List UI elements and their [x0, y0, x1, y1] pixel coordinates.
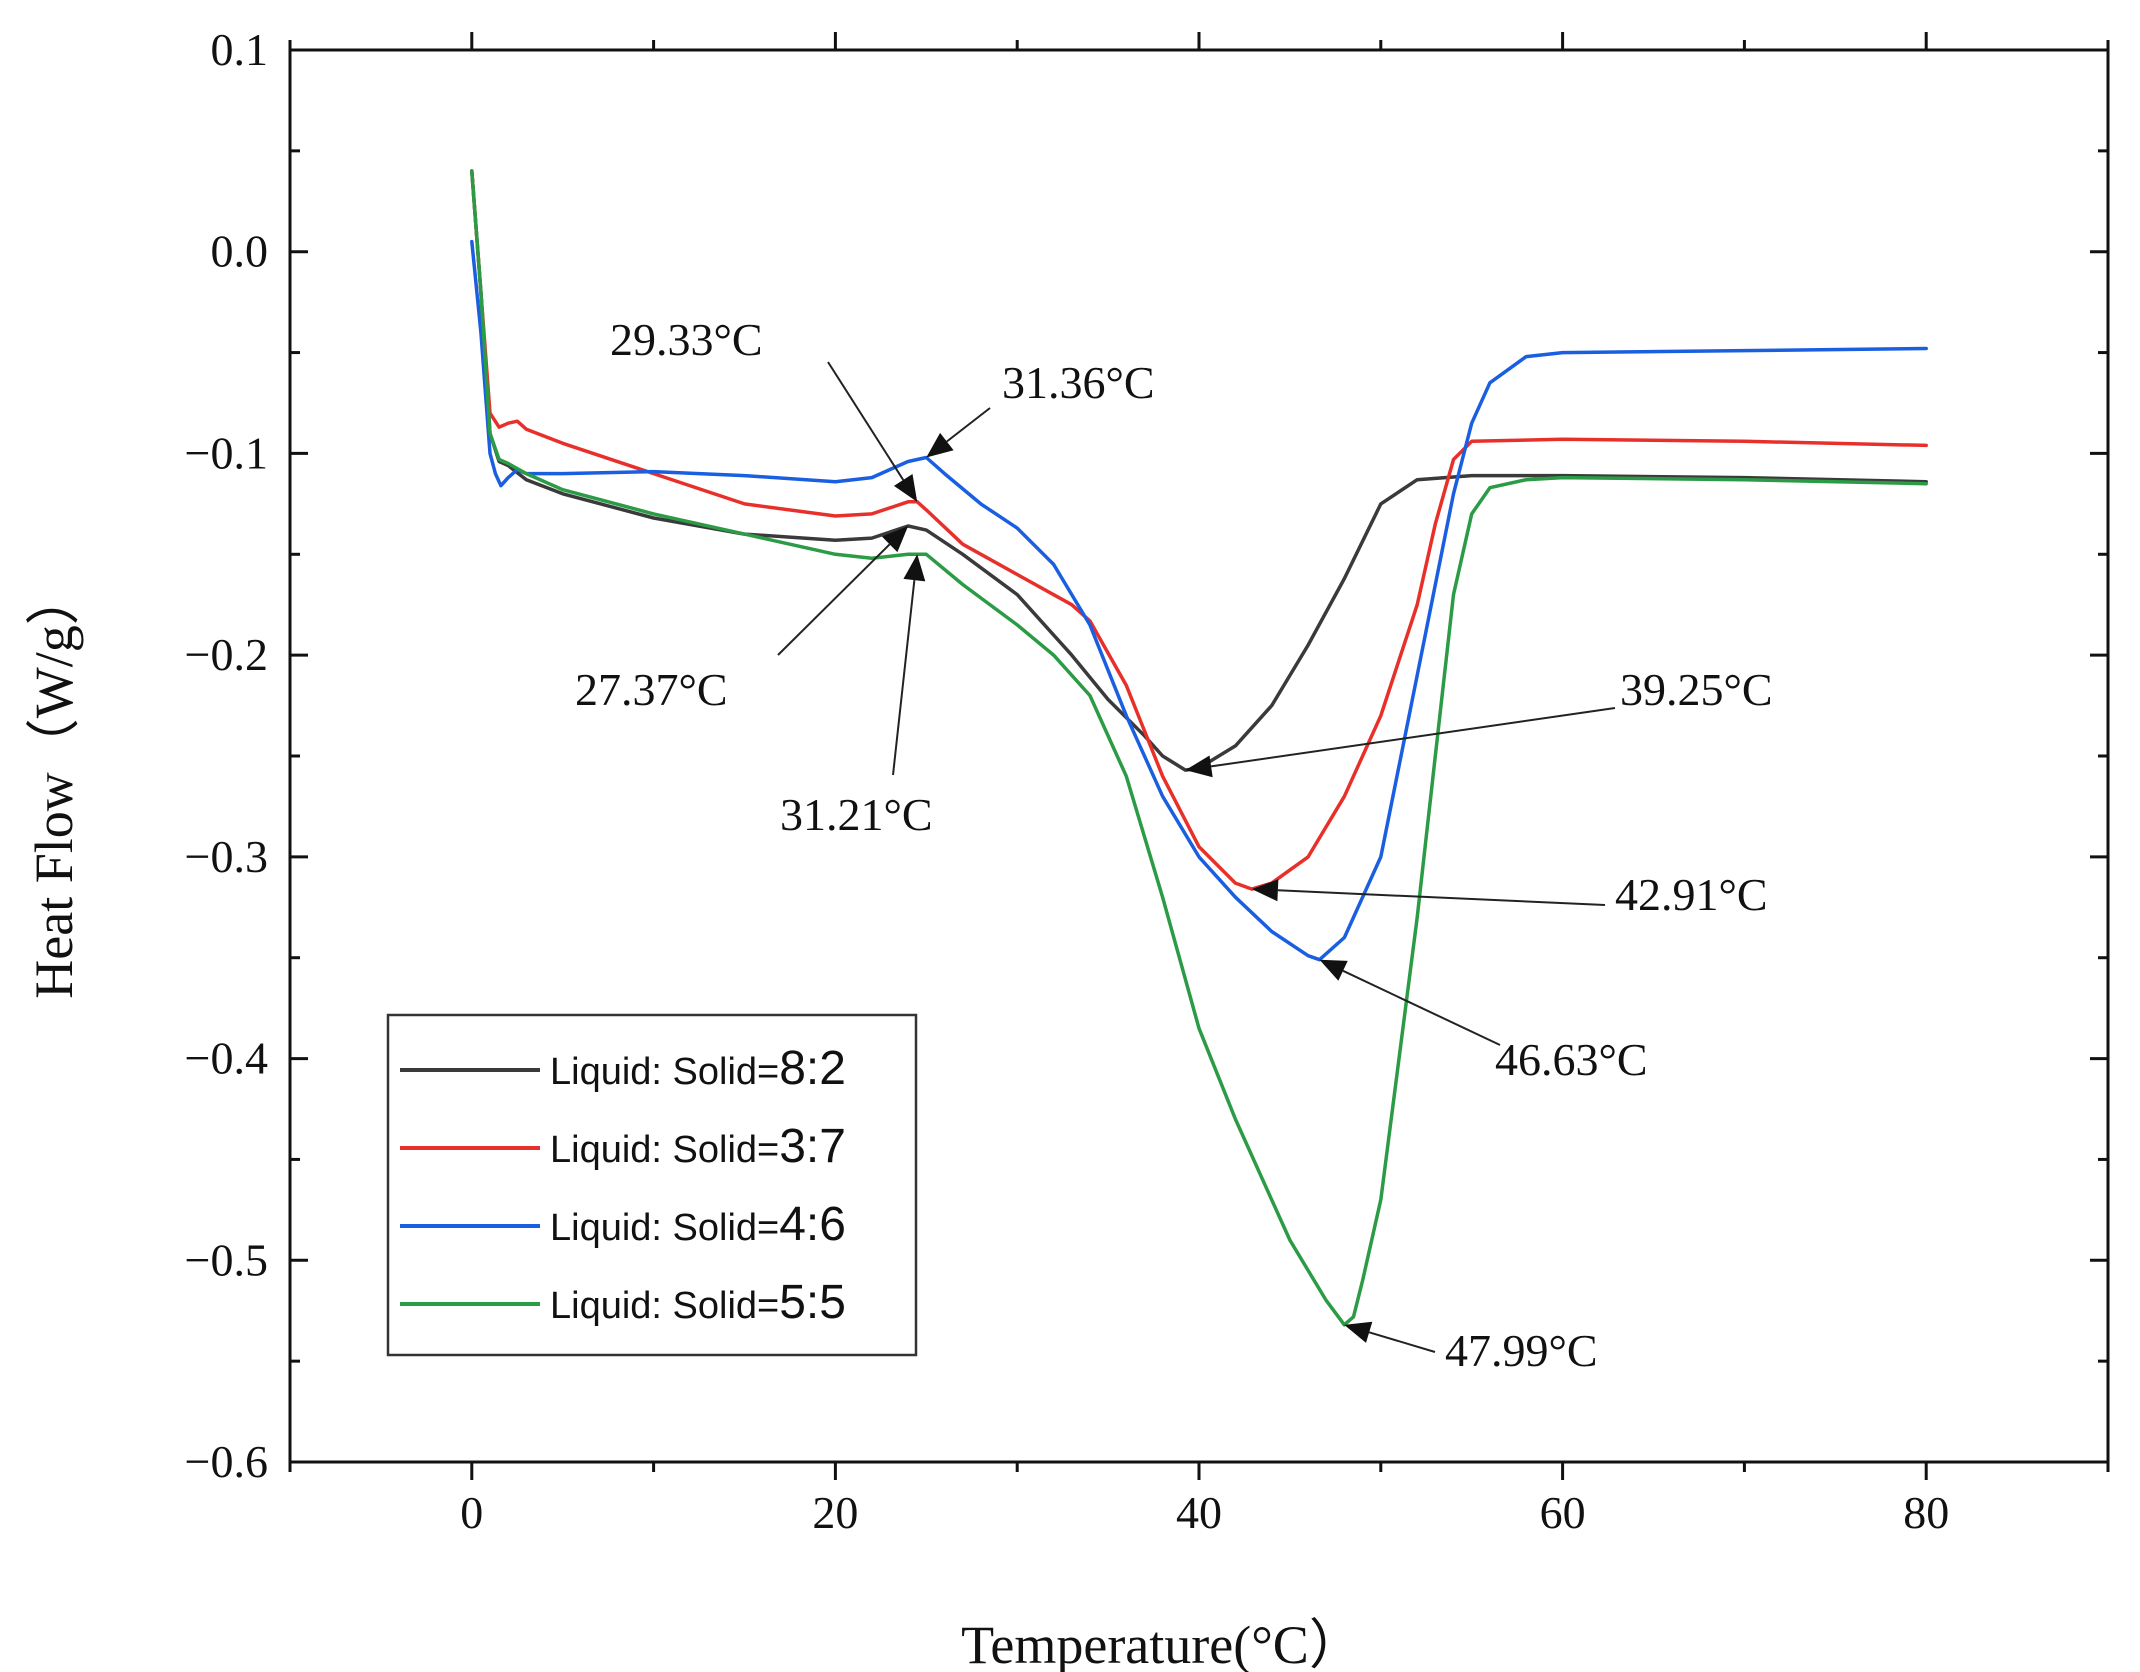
legend-label-prefix: Liquid: Solid= — [550, 1285, 779, 1327]
annotation-arrow-line — [1210, 707, 1616, 768]
annotation-label: 42.91°C — [1615, 869, 1768, 920]
legend-label-ratio: 5:5 — [779, 1276, 846, 1329]
y-tick-label: −0.6 — [185, 1436, 268, 1487]
annotation-label: 39.25°C — [1620, 664, 1773, 715]
y-tick-label: 0.0 — [211, 226, 269, 277]
legend-label-prefix: Liquid: Solid= — [550, 1207, 779, 1249]
annotation-arrow-line — [1342, 969, 1501, 1046]
annotation-label: 47.99°C — [1445, 1325, 1598, 1376]
annotation-label: 46.63°C — [1495, 1034, 1648, 1085]
annotation-arrow-line — [827, 361, 905, 481]
annotation-label: 31.21°C — [780, 789, 933, 840]
annotation-label: 31.36°C — [1002, 357, 1155, 408]
series-line-3-7 — [470, 169, 1928, 891]
x-axis-title: Temperature(°C） — [961, 1615, 1363, 1672]
legend-label-prefix: Liquid: Solid= — [550, 1051, 779, 1093]
legend-label-ratio: 4:6 — [779, 1198, 846, 1251]
annotation-arrowhead — [893, 474, 918, 502]
legend-label: Liquid: Solid=8:2 — [550, 1042, 846, 1095]
x-tick-label: 20 — [812, 1487, 858, 1538]
axes-layer: 0.1 0.0 −0.1 −0.2 −0.3 −0.4 −0.5 −0.6 0 20 40 60 80 — [185, 24, 2110, 1538]
annotation-arrowhead — [903, 554, 926, 582]
legend-label-ratio: 8:2 — [779, 1042, 846, 1095]
x-tick-label: 0 — [460, 1487, 483, 1538]
y-axis-title: Heat Flow（W/g） — [24, 571, 84, 998]
annotation-arrow-line — [777, 543, 891, 656]
annotation-label: 27.37°C — [575, 664, 728, 715]
legend-label: Liquid: Solid=5:5 — [550, 1276, 846, 1329]
x-tick-label: 40 — [1176, 1487, 1222, 1538]
legend-label-ratio: 3:7 — [779, 1120, 846, 1173]
annotation-arrow-line — [946, 407, 991, 443]
series-line-5-5 — [470, 169, 1928, 1327]
series-layer — [470, 169, 1928, 1327]
annotation-label: 29.33°C — [610, 314, 763, 365]
y-tick-label: −0.4 — [185, 1033, 268, 1084]
annotation-arrowhead — [926, 432, 954, 458]
annotation-arrowhead — [881, 526, 909, 553]
legend-label: Liquid: Solid=3:7 — [550, 1120, 846, 1173]
annotation-arrow-line — [1277, 889, 1606, 906]
annotation-arrow-line — [1368, 1331, 1436, 1353]
legend-label-prefix: Liquid: Solid= — [550, 1129, 779, 1171]
annotation-arrowhead — [1185, 755, 1213, 778]
y-tick-label: −0.3 — [185, 831, 268, 882]
legend-label: Liquid: Solid=4:6 — [550, 1198, 846, 1251]
y-tick-label: −0.5 — [185, 1234, 268, 1285]
annotation-arrowhead — [1251, 879, 1279, 902]
annotation-arrow-line — [892, 580, 916, 776]
annotation-arrowhead — [1319, 959, 1348, 981]
y-tick-label: 0.1 — [211, 24, 269, 75]
series-line-8-2 — [470, 169, 1928, 772]
x-tick-label: 80 — [1903, 1487, 1949, 1538]
annotation-layer: 29.33°C 31.36°C 27.37°C 31.21°C 39.25°C 42.91… — [575, 314, 1773, 1376]
x-tick-label: 60 — [1540, 1487, 1586, 1538]
y-tick-label: −0.2 — [185, 629, 268, 680]
annotation-arrowhead — [1344, 1321, 1373, 1343]
y-tick-label: −0.1 — [185, 427, 268, 478]
